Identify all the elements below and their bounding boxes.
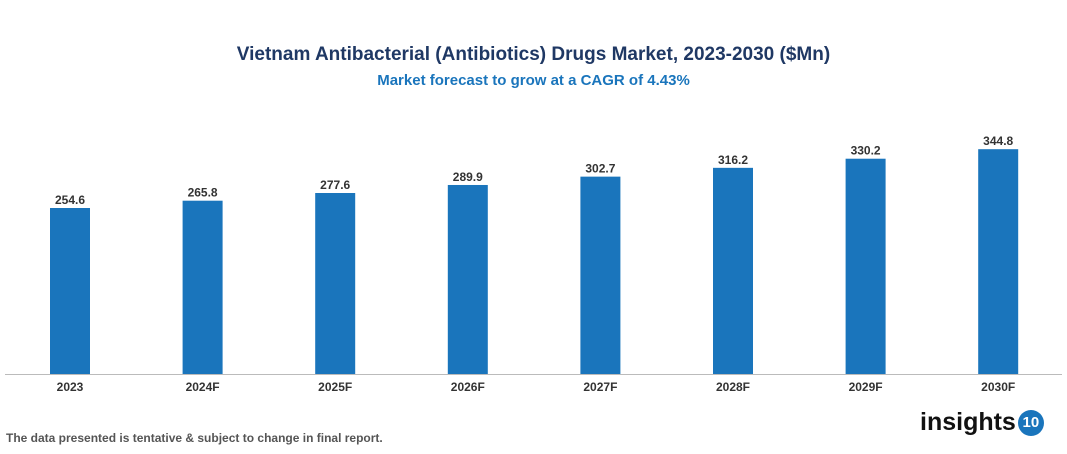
bar <box>50 208 90 374</box>
bar <box>580 176 621 374</box>
data-label: 289.9 <box>453 170 483 184</box>
chart-title: Vietnam Antibacterial (Antibiotics) Drug… <box>236 44 831 65</box>
x-tick-label: 2029F <box>849 380 883 394</box>
bar <box>447 184 488 374</box>
data-label: 254.6 <box>55 193 85 207</box>
bar <box>845 158 886 374</box>
x-tick-label: 2027F <box>583 380 617 394</box>
bar <box>182 200 223 374</box>
logo-text: insights <box>920 408 1016 436</box>
insights10-logo: insights 10 <box>920 408 1044 437</box>
x-tick-label: 2030F <box>981 380 1015 394</box>
data-label: 316.2 <box>718 153 748 167</box>
data-label: 302.7 <box>585 162 615 176</box>
data-label: 330.2 <box>851 144 881 158</box>
chart-subtitle: Market forecast to grow at a CAGR of 4.4… <box>377 72 690 89</box>
logo-number: 10 <box>1017 409 1044 436</box>
bar <box>713 167 753 374</box>
x-tick-label: 2028F <box>716 380 750 394</box>
bar <box>315 193 356 374</box>
x-tick-label: 2026F <box>451 380 485 394</box>
disclaimer-note: The data presented is tentative & subjec… <box>6 431 383 445</box>
data-label: 344.8 <box>983 134 1013 148</box>
x-tick-label: 2024F <box>186 380 220 394</box>
bar <box>978 149 1019 374</box>
x-tick-label: 2025F <box>318 380 352 394</box>
data-label: 277.6 <box>320 178 350 192</box>
x-tick-label: 2023 <box>57 380 84 394</box>
data-label: 265.8 <box>188 186 218 200</box>
